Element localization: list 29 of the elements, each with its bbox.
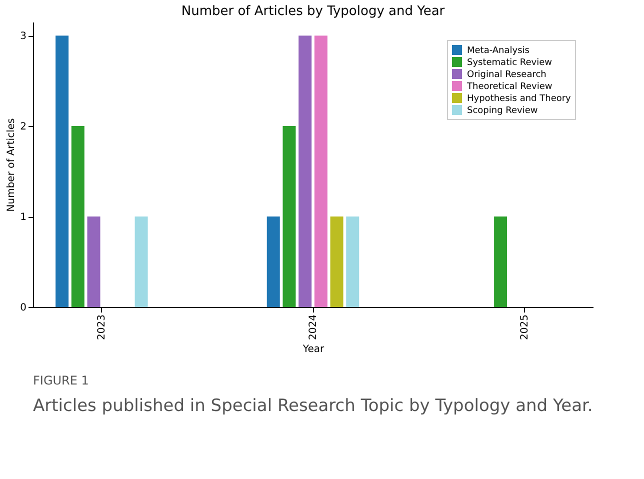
bar	[71, 126, 84, 307]
bar	[87, 216, 100, 307]
bar	[314, 36, 328, 307]
y-tick-label: 0	[20, 302, 26, 314]
x-axis-title: Year	[302, 344, 325, 355]
caption: FIGURE 1	[33, 373, 89, 388]
chart-title: Number of Articles by Typology and Year	[181, 4, 446, 19]
legend-label: Original Research	[467, 70, 546, 80]
legend-label: Meta-Analysis	[467, 46, 530, 56]
bar	[56, 36, 69, 307]
y-axis-title: Number of Articles	[6, 118, 18, 212]
bar	[494, 216, 508, 307]
bar	[330, 216, 344, 307]
y-tick-label: 2	[20, 122, 26, 133]
bar	[134, 216, 148, 307]
bar	[266, 216, 280, 307]
legend-label: Scoping Review	[467, 106, 538, 116]
x-tick-label: 2025	[519, 314, 530, 340]
bar	[346, 216, 360, 307]
bar	[298, 36, 312, 307]
legend-label: Hypothesis and Theory	[467, 94, 572, 104]
bar	[282, 126, 296, 307]
legend-label: Systematic Review	[467, 58, 552, 68]
y-tick-label: 3	[20, 31, 26, 42]
legend-label: Theoretical Review	[466, 82, 552, 92]
x-tick-label: 2023	[96, 314, 108, 340]
y-tick-label: 1	[20, 212, 26, 224]
x-tick-label: 2024	[308, 314, 319, 340]
text: Articles published in Special Research Topic by Typology and Year.	[33, 396, 593, 416]
